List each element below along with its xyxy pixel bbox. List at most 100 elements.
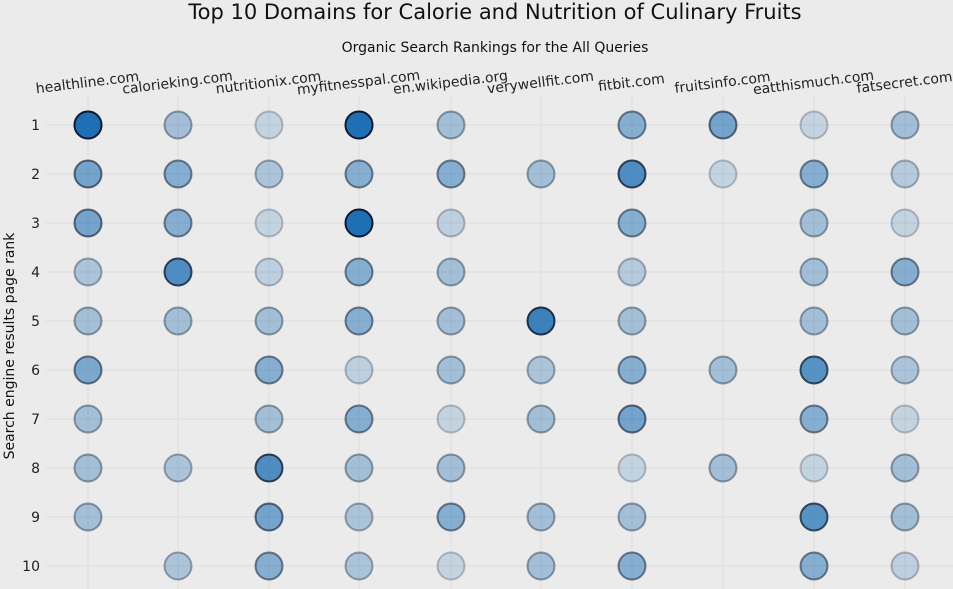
- data-point: [344, 306, 374, 336]
- y-tick-label: 5: [31, 314, 40, 330]
- y-tick-label: 8: [31, 461, 40, 477]
- data-point: [617, 551, 647, 581]
- data-point: [344, 208, 374, 238]
- y-tick-label: 4: [31, 265, 40, 281]
- data-point: [73, 306, 103, 336]
- data-point: [344, 159, 374, 189]
- data-point: [617, 404, 647, 434]
- data-point: [436, 306, 466, 336]
- data-point: [436, 355, 466, 385]
- data-point: [163, 306, 193, 336]
- data-point: [799, 404, 829, 434]
- y-tick-label: 10: [22, 559, 40, 575]
- data-point: [73, 159, 103, 189]
- data-point: [617, 502, 647, 532]
- data-point: [73, 355, 103, 385]
- data-point: [617, 257, 647, 287]
- data-point: [799, 306, 829, 336]
- data-point: [254, 159, 284, 189]
- data-point: [526, 404, 556, 434]
- data-point: [890, 208, 920, 238]
- data-point: [73, 257, 103, 287]
- y-tick-labels: 1 2 3 4 5 6 7 8 9 10: [22, 118, 40, 575]
- data-point: [254, 110, 284, 140]
- data-point: [163, 110, 193, 140]
- data-point: [890, 551, 920, 581]
- data-point: [436, 551, 466, 581]
- data-point: [73, 404, 103, 434]
- data-point: [436, 453, 466, 483]
- data-point: [890, 453, 920, 483]
- data-point: [617, 159, 647, 189]
- data-point: [163, 159, 193, 189]
- data-point: [254, 502, 284, 532]
- y-tick-label: 2: [31, 167, 40, 183]
- chart-subtitle: Organic Search Rankings for the All Quer…: [342, 40, 649, 56]
- data-point: [890, 159, 920, 189]
- data-point: [526, 159, 556, 189]
- data-point: [617, 208, 647, 238]
- data-point: [617, 355, 647, 385]
- data-point: [617, 306, 647, 336]
- data-point: [436, 404, 466, 434]
- data-point: [254, 355, 284, 385]
- data-point: [436, 110, 466, 140]
- data-point: [617, 110, 647, 140]
- data-markers: [73, 110, 920, 581]
- data-point: [254, 257, 284, 287]
- data-point: [526, 306, 556, 336]
- data-point: [890, 110, 920, 140]
- data-point: [163, 453, 193, 483]
- data-point: [708, 110, 738, 140]
- data-point: [890, 404, 920, 434]
- data-point: [890, 257, 920, 287]
- y-tick-label: 7: [31, 412, 40, 428]
- data-point: [163, 257, 193, 287]
- data-point: [73, 208, 103, 238]
- y-tick-label: 1: [31, 118, 40, 134]
- y-axis-label: Search engine results page rank: [2, 232, 18, 460]
- data-point: [344, 257, 374, 287]
- data-point: [799, 110, 829, 140]
- data-point: [254, 453, 284, 483]
- data-point: [344, 404, 374, 434]
- data-point: [436, 159, 466, 189]
- data-point: [73, 453, 103, 483]
- data-point: [799, 355, 829, 385]
- data-point: [799, 453, 829, 483]
- data-point: [254, 404, 284, 434]
- y-tick-label: 9: [31, 510, 40, 526]
- chart-title: Top 10 Domains for Calorie and Nutrition…: [187, 0, 801, 24]
- data-point: [799, 208, 829, 238]
- data-point: [344, 355, 374, 385]
- data-point: [344, 502, 374, 532]
- data-point: [799, 502, 829, 532]
- data-point: [436, 208, 466, 238]
- data-point: [708, 355, 738, 385]
- data-point: [708, 159, 738, 189]
- data-point: [526, 551, 556, 581]
- data-point: [799, 257, 829, 287]
- y-tick-label: 3: [31, 216, 40, 232]
- data-point: [708, 453, 738, 483]
- data-point: [799, 159, 829, 189]
- data-point: [254, 306, 284, 336]
- data-point: [526, 355, 556, 385]
- data-point: [436, 502, 466, 532]
- data-point: [254, 208, 284, 238]
- data-point: [890, 306, 920, 336]
- data-point: [526, 502, 556, 532]
- data-point: [799, 551, 829, 581]
- data-point: [617, 453, 647, 483]
- data-point: [163, 551, 193, 581]
- data-point: [73, 502, 103, 532]
- data-point: [344, 551, 374, 581]
- data-point: [436, 257, 466, 287]
- y-tick-label: 6: [31, 363, 40, 379]
- data-point: [344, 110, 374, 140]
- data-point: [163, 208, 193, 238]
- data-point: [344, 453, 374, 483]
